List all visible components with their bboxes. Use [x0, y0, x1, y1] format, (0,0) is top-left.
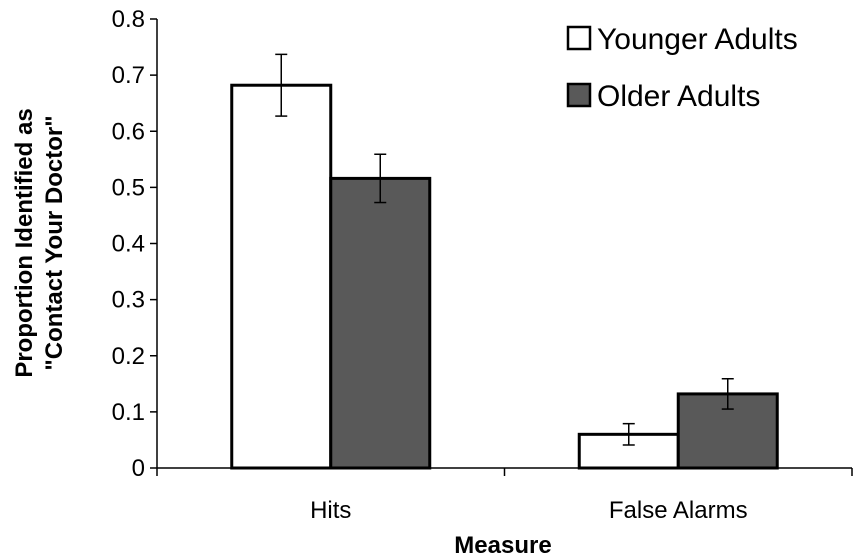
error-bars-layer	[275, 53, 734, 446]
y-axis-title: Proportion Identified as "Contact Your D…	[11, 108, 68, 377]
bar	[230, 83, 333, 470]
x-category-label: False Alarms	[609, 497, 748, 524]
y-tick-label: 0.7	[112, 62, 145, 89]
legend-label: Younger Adults	[597, 23, 798, 56]
y-tick-label: 0.3	[112, 287, 145, 314]
x-axis-title: Measure	[454, 532, 551, 558]
bar	[329, 176, 432, 470]
legend-swatch	[566, 82, 592, 108]
y-tick-label: 0.2	[112, 343, 145, 370]
y-tick-label: 0.1	[112, 399, 145, 426]
legend-label: Older Adults	[597, 80, 760, 113]
y-axis-title-line-2: "Contact Your Doctor"	[41, 115, 68, 370]
y-tick-label: 0.8	[112, 6, 145, 33]
y-tick-label: 0.5	[112, 174, 145, 201]
y-axis-title-line-1: Proportion Identified as	[11, 108, 38, 377]
legend: Younger Adults Older Adults	[566, 23, 798, 113]
axes-layer: 0 0.1 0.2 0.3 0.4 0.5 0.6 0.7 0.8 Hits False Alarm…	[112, 6, 853, 524]
bars-layer	[230, 83, 779, 470]
y-tick-label: 0.4	[112, 231, 145, 258]
y-tick-label: 0	[132, 455, 145, 482]
x-category-label: Hits	[310, 497, 351, 524]
y-tick-label: 0.6	[112, 118, 145, 145]
legend-swatch	[566, 25, 592, 51]
